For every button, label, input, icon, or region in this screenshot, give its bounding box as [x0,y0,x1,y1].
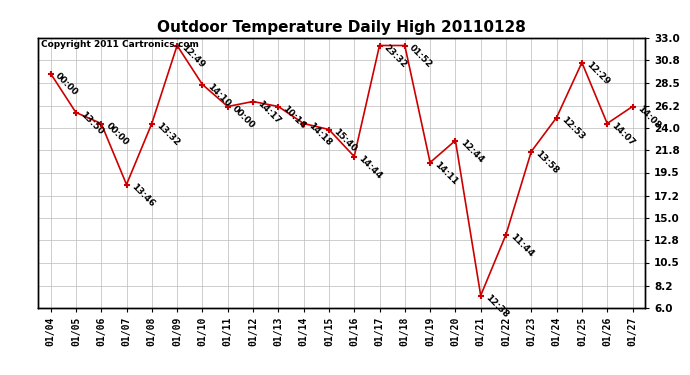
Text: 14:11: 14:11 [433,160,460,186]
Text: 11:44: 11:44 [509,232,535,258]
Text: 13:58: 13:58 [534,149,561,176]
Text: 14:08: 14:08 [635,104,662,130]
Text: 00:00: 00:00 [230,104,257,130]
Text: 12:38: 12:38 [484,293,510,320]
Text: Copyright 2011 Cartronics.com: Copyright 2011 Cartronics.com [41,40,199,49]
Text: 00:00: 00:00 [53,71,79,97]
Text: 14:07: 14:07 [610,121,637,147]
Text: 01:52: 01:52 [408,43,434,69]
Text: 12:44: 12:44 [458,138,485,165]
Text: 23:32: 23:32 [382,43,409,69]
Text: 12:49: 12:49 [180,43,207,69]
Text: 12:29: 12:29 [584,60,611,86]
Text: 14:10: 14:10 [205,82,232,108]
Text: 14:44: 14:44 [357,154,384,181]
Text: 13:50: 13:50 [79,110,105,136]
Text: 10:14: 10:14 [281,104,308,130]
Text: 13:46: 13:46 [129,182,156,209]
Text: 12:53: 12:53 [560,115,586,141]
Text: 00:00: 00:00 [104,121,130,147]
Text: 15:40: 15:40 [332,127,358,153]
Text: 14:17: 14:17 [256,99,283,126]
Title: Outdoor Temperature Daily High 20110128: Outdoor Temperature Daily High 20110128 [157,20,526,35]
Text: 14:18: 14:18 [306,121,333,147]
Text: 13:32: 13:32 [155,121,181,147]
